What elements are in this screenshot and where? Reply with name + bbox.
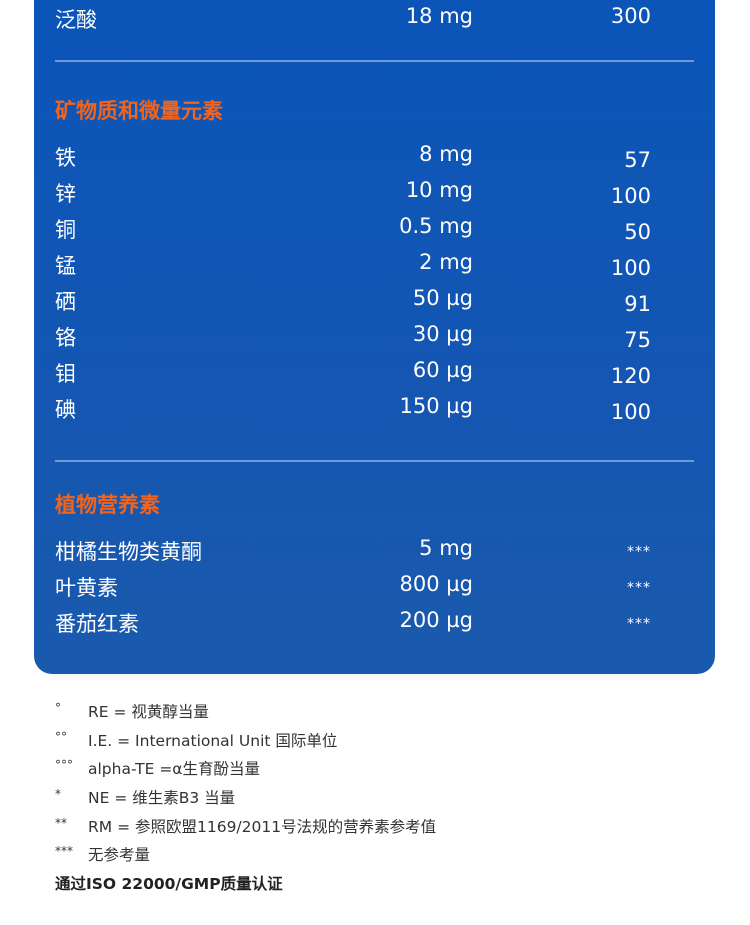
nutrient-amount: 200 µg — [399, 608, 473, 632]
section-title-minerals: 矿物质和微量元素 — [55, 99, 223, 123]
nutrient-name: 柑橘生物类黄酮 — [55, 540, 202, 564]
nutrient-name: 铜 — [55, 218, 76, 242]
table-row: 叶黄素 800 µg *** — [55, 572, 655, 608]
footnotes: ° RE = 视黄醇当量 °° I.E. = International Unit 国… — [55, 700, 436, 894]
nutrient-amount: 0.5 mg — [399, 214, 473, 238]
table-row: 硒 50 µg 91 — [55, 286, 655, 322]
nutrient-rm: *** — [627, 580, 651, 596]
nutrient-rm: *** — [627, 544, 651, 560]
footnote: ** RM = 参照欧盟1169/2011号法规的营养素参考值 — [55, 815, 436, 844]
footnote-text: alpha-TE =α生育酚当量 — [88, 760, 261, 779]
footnote: ° RE = 视黄醇当量 — [55, 700, 436, 729]
footnote: *** 无参考量 — [55, 843, 436, 872]
nutrient-amount: 50 µg — [412, 286, 473, 310]
footnote-text: I.E. = International Unit 国际单位 — [88, 731, 338, 750]
nutrient-name: 锌 — [55, 182, 76, 206]
footnote-symbol: °° — [55, 729, 67, 744]
nutrient-amount: 30 µg — [412, 322, 473, 346]
footnote: °° I.E. = International Unit 国际单位 — [55, 729, 436, 758]
footnote: * NE = 维生素B3 当量 — [55, 786, 436, 815]
footnote-symbol: ° — [55, 701, 61, 715]
nutrient-amount: 5 mg — [419, 536, 473, 560]
nutrient-name: 铁 — [55, 146, 76, 170]
nutrient-name: 泛酸 — [55, 8, 97, 32]
certification: 通过ISO 22000/GMP质量认证 — [55, 875, 283, 894]
table-row: 泛酸 18 mg 300 — [55, 4, 655, 40]
nutrient-amount: 150 µg — [399, 394, 473, 418]
footnote-symbol: °°° — [55, 758, 73, 773]
nutrient-name: 硒 — [55, 290, 76, 314]
nutrient-rm: *** — [627, 616, 651, 632]
table-row: 锌 10 mg 100 — [55, 178, 655, 214]
nutrition-panel — [34, 0, 715, 674]
section-title-phytonutrients: 植物营养素 — [55, 493, 160, 517]
table-row: 钼 60 µg 120 — [55, 358, 655, 394]
nutrient-rm: 75 — [624, 328, 651, 352]
nutrient-name: 碘 — [55, 398, 76, 422]
nutrient-rm: 300 — [610, 4, 651, 28]
nutrient-amount: 8 mg — [419, 142, 473, 166]
nutrient-name: 番茄红素 — [55, 612, 139, 636]
table-row: 碘 150 µg 100 — [55, 394, 655, 430]
nutrient-name: 叶黄素 — [55, 576, 118, 600]
divider — [55, 460, 694, 462]
table-row: 铬 30 µg 75 — [55, 322, 655, 358]
nutrient-amount: 10 mg — [405, 178, 473, 202]
nutrient-rm: 100 — [610, 184, 651, 208]
nutrient-rm: 100 — [610, 400, 651, 424]
footnote-symbol: * — [55, 787, 61, 802]
footnote: °°° alpha-TE =α生育酚当量 — [55, 757, 436, 786]
footnote-symbol: *** — [55, 844, 73, 859]
nutrient-rm: 91 — [624, 292, 651, 316]
nutrient-name: 锰 — [55, 254, 76, 278]
table-row: 铁 8 mg 57 — [55, 142, 655, 178]
footnote-text: NE = 维生素B3 当量 — [88, 789, 236, 808]
nutrient-rm: 50 — [624, 220, 651, 244]
table-row: 锰 2 mg 100 — [55, 250, 655, 286]
footnote-text: RM = 参照欧盟1169/2011号法规的营养素参考值 — [88, 817, 437, 836]
footnote-symbol: ** — [55, 815, 67, 830]
nutrient-amount: 60 µg — [412, 358, 473, 382]
nutrient-amount: 800 µg — [399, 572, 473, 596]
table-row: 番茄红素 200 µg *** — [55, 608, 655, 644]
nutrient-amount: 2 mg — [419, 250, 473, 274]
nutrient-amount: 18 mg — [405, 4, 473, 28]
nutrient-name: 铬 — [55, 326, 76, 350]
nutrient-rm: 100 — [610, 256, 651, 280]
footnote-text: 无参考量 — [88, 846, 151, 865]
table-row: 柑橘生物类黄酮 5 mg *** — [55, 536, 655, 572]
table-row: 铜 0.5 mg 50 — [55, 214, 655, 250]
nutrient-name: 钼 — [55, 362, 76, 386]
nutrient-rm: 57 — [624, 148, 651, 172]
nutrient-rm: 120 — [610, 364, 651, 388]
footnote-text: RE = 视黄醇当量 — [88, 703, 209, 721]
divider — [55, 60, 694, 62]
